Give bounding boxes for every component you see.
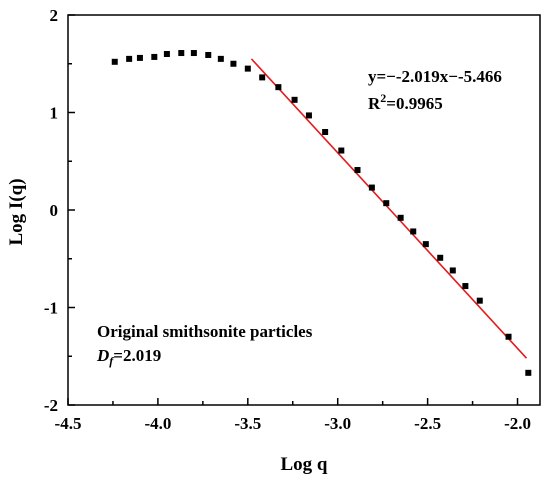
- data-point: [178, 50, 185, 57]
- x-tick-label: -4.0: [144, 414, 171, 433]
- data-point: [322, 129, 329, 135]
- y-axis-tick-labels: -2 -1 0 1 2: [44, 6, 58, 415]
- data-point: [410, 228, 417, 235]
- y-tick-label: -2: [44, 396, 58, 415]
- data-point: [217, 55, 224, 62]
- data-point: [305, 112, 312, 119]
- fit-equation-text: y=−-2.019x−-5.466: [368, 67, 502, 86]
- sample-label: Original smithsonite particles: [97, 322, 313, 341]
- x-axis-tick-labels: -4.5 -4.0 -3.5 -3.0 -2.5 -2.0: [55, 414, 531, 433]
- data-point: [205, 51, 212, 58]
- df-value: =2.019: [113, 346, 161, 365]
- sample-label-text: Original smithsonite particles: [97, 322, 313, 341]
- data-point: [291, 96, 298, 103]
- y-tick-label: 2: [50, 6, 59, 25]
- y-tick-label: 1: [50, 104, 59, 123]
- data-point: [505, 333, 512, 340]
- y-axis-title: Log I(q): [6, 178, 27, 245]
- data-point: [462, 283, 469, 290]
- data-point: [111, 58, 118, 65]
- data-point: [244, 65, 251, 72]
- data-point: [354, 167, 361, 174]
- y-axis-title-text: Log I(q): [6, 178, 27, 245]
- r-squared-superscript: 2: [380, 91, 386, 105]
- data-point: [476, 297, 483, 304]
- x-tick-label: -3.5: [234, 414, 261, 433]
- fit-equation: y=−-2.019x−-5.466: [368, 67, 502, 86]
- df-subscript: f: [109, 354, 114, 368]
- r-squared-prefix: R: [368, 94, 381, 113]
- r-squared-value: =0.9965: [386, 94, 442, 113]
- x-axis-ticks: [67, 398, 519, 405]
- data-point: [397, 214, 404, 221]
- data-point: [259, 74, 266, 81]
- data-point: [422, 241, 429, 248]
- data-point: [338, 147, 345, 154]
- y-tick-label: -1: [44, 299, 58, 318]
- fit-line-layer: [250, 58, 528, 359]
- data-point: [449, 267, 456, 274]
- data-point: [525, 369, 532, 376]
- y-axis-ticks: [68, 14, 75, 406]
- data-point: [230, 60, 237, 67]
- y-tick-label: 0: [50, 201, 59, 220]
- x-tick-label: -2.0: [504, 414, 531, 433]
- r-squared: R2=0.9965: [368, 91, 443, 113]
- data-points: [111, 50, 532, 376]
- x-axis-title-text: Log q: [281, 454, 328, 475]
- data-point: [383, 200, 390, 207]
- data-point: [163, 51, 170, 57]
- data-point: [136, 54, 143, 61]
- x-axis-title: Log q: [281, 454, 328, 475]
- data-point: [437, 254, 444, 261]
- x-tick-label: -2.5: [414, 414, 441, 433]
- data-point: [368, 184, 375, 191]
- data-point: [126, 55, 133, 62]
- df-symbol: D: [96, 346, 109, 365]
- data-point: [275, 84, 282, 91]
- x-tick-label: -4.5: [55, 414, 82, 433]
- data-point: [151, 53, 158, 60]
- fractal-dimension: Df=2.019: [96, 346, 161, 368]
- x-tick-label: -3.0: [324, 414, 351, 433]
- data-point: [190, 50, 197, 57]
- fit-line: [250, 58, 528, 359]
